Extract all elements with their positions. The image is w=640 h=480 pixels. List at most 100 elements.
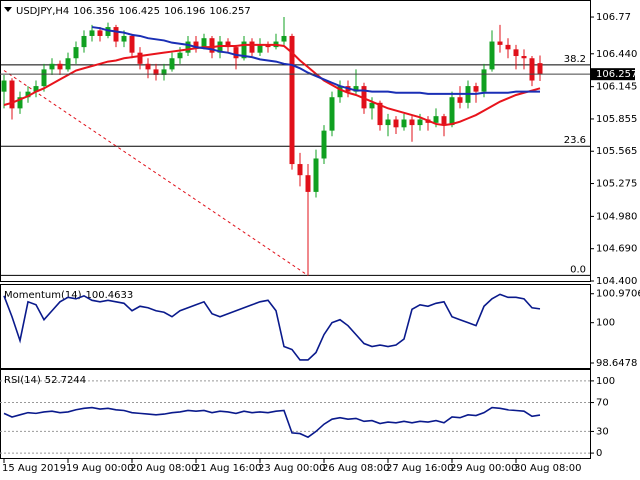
candle-body <box>481 69 487 92</box>
candle-body <box>441 116 447 126</box>
y-tick-label: 100 <box>596 318 615 329</box>
candle-body <box>25 91 31 98</box>
x-tick-label: 19 Aug 00:00 <box>66 463 133 474</box>
candle-body <box>209 38 215 53</box>
candle-body <box>521 56 527 59</box>
indicator-line <box>3 406 541 439</box>
y-tick-label: 100.9706 <box>596 289 640 300</box>
candle-body <box>361 86 367 109</box>
y-tick-label: 106.145 <box>596 82 637 93</box>
candle-body <box>457 97 463 103</box>
candle-body <box>137 52 143 64</box>
menu-triangle <box>4 7 12 12</box>
candle-body <box>177 52 183 59</box>
y-tick-label: 70 <box>596 398 609 409</box>
candle-body <box>537 63 543 75</box>
x-tick-label: 23 Aug 00:00 <box>258 463 325 474</box>
candle-body <box>433 116 439 123</box>
candle-body <box>169 58 175 70</box>
candle-body <box>9 80 15 109</box>
candle-body <box>505 44 511 50</box>
x-tick-label: 21 Aug 16:00 <box>194 463 261 474</box>
candle-body <box>497 41 503 45</box>
y-tick-label: 98.6478 <box>596 358 637 369</box>
header-text: 106.425 <box>119 6 160 17</box>
candle-body <box>393 119 399 128</box>
candle-body <box>153 69 159 75</box>
candle-body <box>161 69 167 75</box>
candle-body <box>369 102 375 109</box>
candle-body <box>185 41 191 53</box>
y-tick-label: 104.690 <box>596 244 637 255</box>
candle-body <box>225 41 231 48</box>
panel-frame <box>0 369 591 459</box>
candle-body <box>193 41 199 48</box>
candle-body <box>233 47 239 59</box>
candle-body <box>65 58 71 70</box>
candle-body <box>321 130 327 159</box>
y-tick-label: 100 <box>596 376 615 387</box>
header-text: USDJPY,H4 <box>16 6 69 17</box>
candle-body <box>17 97 23 109</box>
candle-body <box>449 97 455 126</box>
moving-average <box>3 43 541 127</box>
x-tick-label: 20 Aug 08:00 <box>130 463 197 474</box>
y-tick-label: 106.440 <box>596 49 637 60</box>
header-text: 52.7244 <box>45 375 86 386</box>
candle-body <box>49 63 55 70</box>
candle-body <box>353 86 359 92</box>
fib-label: 38.2 <box>564 54 586 65</box>
candle-body <box>113 27 119 42</box>
candle-body <box>265 44 271 48</box>
panel-frame <box>0 0 591 282</box>
candle-body <box>289 35 295 165</box>
candle-body <box>145 63 151 70</box>
candle-body <box>409 119 415 126</box>
candle-body <box>329 97 335 131</box>
y-tick-label: 0 <box>596 448 602 459</box>
x-tick-label: 30 Aug 08:00 <box>514 463 581 474</box>
candle-body <box>57 63 63 70</box>
candle-body <box>377 102 383 126</box>
candle-body <box>33 86 39 92</box>
candle-body <box>105 27 111 36</box>
price-label: 106.257 <box>596 69 637 80</box>
x-tick-label: 15 Aug 2019 <box>2 463 66 474</box>
fib-label: 0.0 <box>570 264 586 275</box>
candle-body <box>417 119 423 126</box>
y-tick-label: 105.855 <box>596 114 637 125</box>
candle-body <box>89 30 95 36</box>
header-text: Momentum(14) <box>4 290 82 301</box>
candle-body <box>313 158 319 192</box>
candle-body <box>257 44 263 53</box>
y-tick-label: 104.980 <box>596 211 637 222</box>
y-tick-label: 105.275 <box>596 179 637 190</box>
y-tick-label: 106.77 <box>596 12 631 23</box>
candle-body <box>281 35 287 42</box>
candle-body <box>201 38 207 48</box>
trendline <box>3 70 309 276</box>
candle-body <box>41 69 47 87</box>
candle-body <box>297 164 303 176</box>
x-tick-label: 29 Aug 00:00 <box>450 463 517 474</box>
candle-body <box>473 86 479 92</box>
candle-body <box>249 41 255 53</box>
moving-average <box>91 26 540 95</box>
indicator-line <box>3 293 541 361</box>
candle-body <box>489 41 495 70</box>
header-text: RSI(14) <box>4 375 41 386</box>
candle-body <box>337 86 343 98</box>
header-text: 100.4633 <box>86 290 134 301</box>
candle-body <box>529 58 535 81</box>
x-tick-label: 27 Aug 16:00 <box>386 463 453 474</box>
header-text: 106.196 <box>164 6 205 17</box>
header-text: 106.257 <box>209 6 250 17</box>
candle-body <box>385 119 391 126</box>
candle-body <box>129 35 135 53</box>
price-box <box>591 68 635 81</box>
candle-body <box>513 49 519 57</box>
x-tick-label: 26 Aug 08:00 <box>322 463 389 474</box>
y-tick-label: 105.565 <box>596 146 637 157</box>
fib-label: 23.6 <box>564 135 586 146</box>
